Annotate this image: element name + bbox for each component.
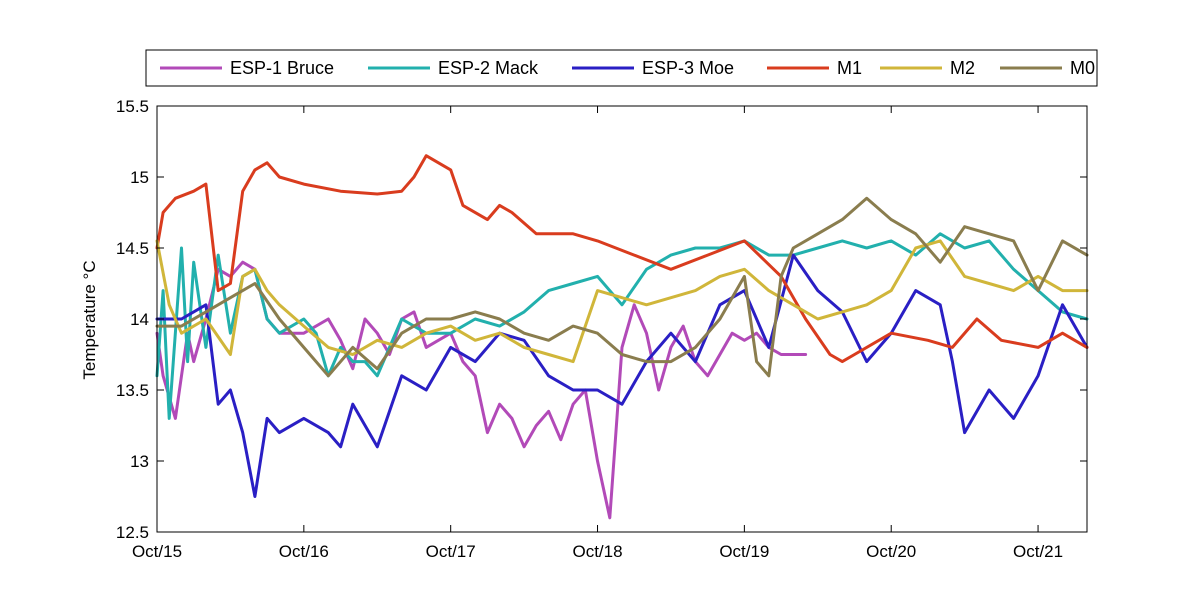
series-lines xyxy=(155,154,1089,520)
x-tick-label: Oct/20 xyxy=(866,542,916,561)
x-tick-label: Oct/21 xyxy=(1013,542,1063,561)
legend-label-1: ESP-1 Bruce xyxy=(230,58,334,78)
y-tick-label: 15.5 xyxy=(116,97,149,116)
x-tick-label: Oct/19 xyxy=(719,542,769,561)
y-tick-label: 15 xyxy=(130,168,149,187)
x-tick-label: Oct/17 xyxy=(426,542,476,561)
x-axis: Oct/15 Oct/16 Oct/17 Oct/18 Oct/19 Oct/20 Oct/… xyxy=(132,106,1063,561)
y-tick-label: 13.5 xyxy=(116,381,149,400)
legend-label-6: M0 xyxy=(1070,58,1095,78)
x-tick-label: Oct/15 xyxy=(132,542,182,561)
series-line-1 xyxy=(155,260,808,520)
y-tick-label: 14 xyxy=(130,310,149,329)
series-line-5 xyxy=(155,239,1089,364)
x-tick-label: Oct/16 xyxy=(279,542,329,561)
legend-label-2: ESP-2 Mack xyxy=(438,58,539,78)
series-line-3 xyxy=(155,253,1089,498)
y-axis-label: Temperature °C xyxy=(80,260,99,379)
legend-label-3: ESP-3 Moe xyxy=(642,58,734,78)
y-tick-label: 13 xyxy=(130,452,149,471)
y-tick-label: 14.5 xyxy=(116,239,149,258)
x-tick-label: Oct/18 xyxy=(572,542,622,561)
legend-label-5: M2 xyxy=(950,58,975,78)
series-line-4 xyxy=(155,154,1089,364)
y-axis: 12.5 13 13.5 14 14.5 15 15.5 xyxy=(116,97,1087,542)
series-line-2 xyxy=(155,232,1089,420)
series-line-6 xyxy=(155,196,1089,378)
legend: ESP-1 Bruce ESP-2 Mack ESP-3 Moe M1 M2 M0 xyxy=(145,49,1098,87)
legend-label-4: M1 xyxy=(837,58,862,78)
y-tick-label: 12.5 xyxy=(116,523,149,542)
